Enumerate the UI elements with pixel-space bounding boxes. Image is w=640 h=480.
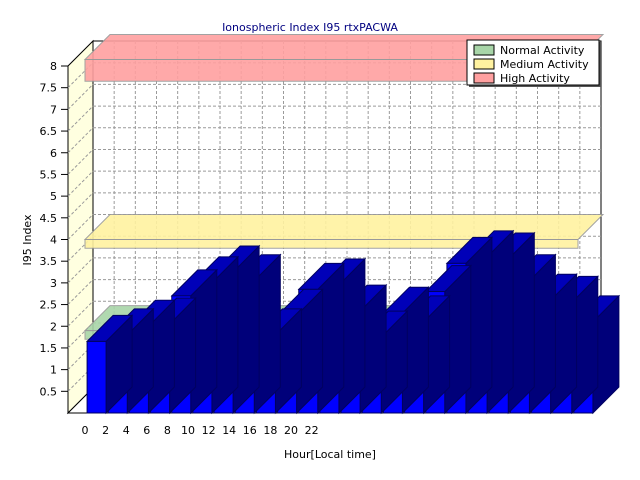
bar xyxy=(86,340,107,414)
legend-swatch xyxy=(473,72,495,84)
chart-title: Ionospheric Index I95 rtxPACWA xyxy=(222,21,398,34)
wall-grid-line xyxy=(67,62,94,89)
y-axis-label: I95 Index xyxy=(21,214,34,266)
band-face-2 xyxy=(84,239,579,249)
x-tick-label: 12 xyxy=(202,424,216,437)
y-tick-label: 6 xyxy=(50,147,57,160)
x-tick-label: 4 xyxy=(123,424,130,437)
x-tick-label: 14 xyxy=(222,424,236,437)
legend-swatch xyxy=(473,44,495,56)
wall-grid-line xyxy=(67,300,94,327)
y-tick-label: 7.5 xyxy=(40,82,58,95)
y-tick-label: 2.5 xyxy=(40,299,58,312)
y-tick-label: 5 xyxy=(50,190,57,203)
wall-grid-line xyxy=(67,257,94,284)
y-tick-label: 4.5 xyxy=(40,212,58,225)
y-tick-label: 4 xyxy=(50,234,57,247)
wall-grid-line xyxy=(67,170,94,197)
legend-label: High Activity xyxy=(500,72,570,85)
y-tick-label: 6.5 xyxy=(40,125,58,138)
legend-label: Medium Activity xyxy=(500,58,589,71)
x-tick-label: 16 xyxy=(243,424,257,437)
wall-grid-line xyxy=(67,105,94,132)
y-tick-label: 2 xyxy=(50,320,57,333)
wall-grid-line xyxy=(67,214,94,240)
x-tick-label: 0 xyxy=(82,424,89,437)
y-tick-label: 3 xyxy=(50,277,57,290)
x-axis-label: Hour[Local time] xyxy=(284,448,376,461)
wall-grid-line xyxy=(67,235,94,262)
x-tick-label: 10 xyxy=(181,424,195,437)
x-tick-label: 8 xyxy=(164,424,171,437)
y-tick-label: 8 xyxy=(50,60,57,73)
wall-grid-line xyxy=(67,365,94,392)
y-tick-label: 1 xyxy=(50,364,57,377)
wall-grid-line xyxy=(67,127,94,154)
y-tick-label: 1.5 xyxy=(40,342,58,355)
y-tick-label: 3.5 xyxy=(40,255,58,268)
y-tick-label: 0.5 xyxy=(40,385,58,398)
wall-grid-line xyxy=(67,192,94,219)
x-tick-label: 2 xyxy=(102,424,109,437)
y-tick-label: 5.5 xyxy=(40,168,58,181)
wall-grid-line xyxy=(67,279,94,305)
wall-grid-line xyxy=(67,322,94,349)
x-tick-label: 6 xyxy=(143,424,150,437)
legend-swatch xyxy=(473,58,495,70)
legend-label: Normal Activity xyxy=(500,44,585,57)
x-tick-label: 18 xyxy=(263,424,277,437)
x-tick-label: 20 xyxy=(284,424,298,437)
wall-grid-line xyxy=(67,344,94,370)
wall-grid-line xyxy=(67,149,94,175)
wall-grid-line xyxy=(67,84,94,110)
x-tick-label: 22 xyxy=(305,424,319,437)
y-tick-label: 7 xyxy=(50,103,57,116)
